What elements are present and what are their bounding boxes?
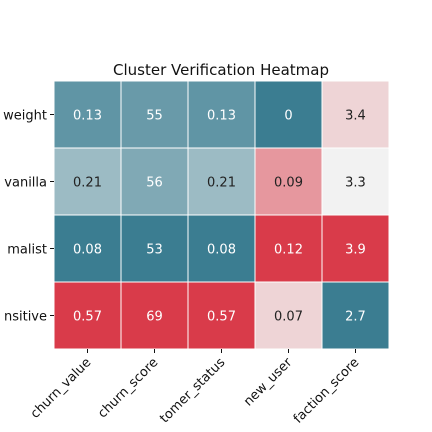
- heatmap-cell: [321, 281, 390, 350]
- heatmap-cell: [53, 80, 122, 149]
- cell-value-label: 0.13: [73, 109, 102, 124]
- cell-value-label: 3.4: [345, 109, 366, 124]
- heatmap-cell: [321, 214, 390, 283]
- cell-value-label: 0.13: [207, 109, 236, 124]
- cell-value-label: 2.7: [345, 310, 366, 325]
- heatmap-cell: [254, 281, 323, 350]
- column-tick-label: churn_score: [95, 355, 161, 421]
- cell-value-label: 3.9: [345, 243, 366, 258]
- cell-value-label: 55: [146, 109, 163, 124]
- cell-value-label: 0.12: [274, 243, 303, 258]
- column-tick-label: tomer_status: [157, 355, 228, 426]
- heatmap-cell: [120, 80, 189, 149]
- cell-value-label: 0.09: [274, 176, 303, 191]
- heatmap-cell: [187, 80, 256, 149]
- cell-value-label: 0.21: [207, 176, 236, 191]
- row-tick-label: weight: [3, 109, 47, 124]
- heatmap-cell: [254, 214, 323, 283]
- heatmap-cells: 0.13 55 0.13 0 3.4 0.21 56 0.21 0.09 3.3 0.08 53 0.0…: [53, 80, 390, 350]
- cell-value-label: 69: [146, 310, 163, 325]
- column-tick-label: new_user: [241, 355, 296, 410]
- heatmap-cell: [254, 80, 323, 149]
- column-tick-label: churn_value: [28, 355, 94, 421]
- heatmap-cell: [187, 147, 256, 216]
- cell-value-label: 0: [284, 109, 292, 124]
- heatmap-cell: [187, 281, 256, 350]
- cell-value-label: 0.21: [73, 176, 102, 191]
- cell-value-label: 0.57: [73, 310, 102, 325]
- cell-value-label: 3.3: [345, 176, 366, 191]
- cell-value-label: 56: [146, 176, 163, 191]
- heatmap-cell: [53, 147, 122, 216]
- row-tick-label: vanilla: [4, 176, 47, 191]
- heatmap-cell: [120, 281, 189, 350]
- cell-value-label: 0.08: [73, 243, 102, 258]
- cell-value-label: 0.07: [274, 310, 303, 325]
- heatmap-cell: [321, 147, 390, 216]
- heatmap-cell: [120, 214, 189, 283]
- chart-title: Cluster Verification Heatmap: [113, 61, 329, 79]
- column-tick-label: faction_score: [291, 355, 362, 426]
- cell-value-label: 0.57: [207, 310, 236, 325]
- row-tick-label: malist: [7, 243, 47, 258]
- cell-value-label: 0.08: [207, 243, 236, 258]
- cell-value-label: 53: [146, 243, 163, 258]
- row-tick-labels: weight vanilla malist nsitive: [3, 109, 54, 325]
- row-tick-label: nsitive: [4, 310, 47, 325]
